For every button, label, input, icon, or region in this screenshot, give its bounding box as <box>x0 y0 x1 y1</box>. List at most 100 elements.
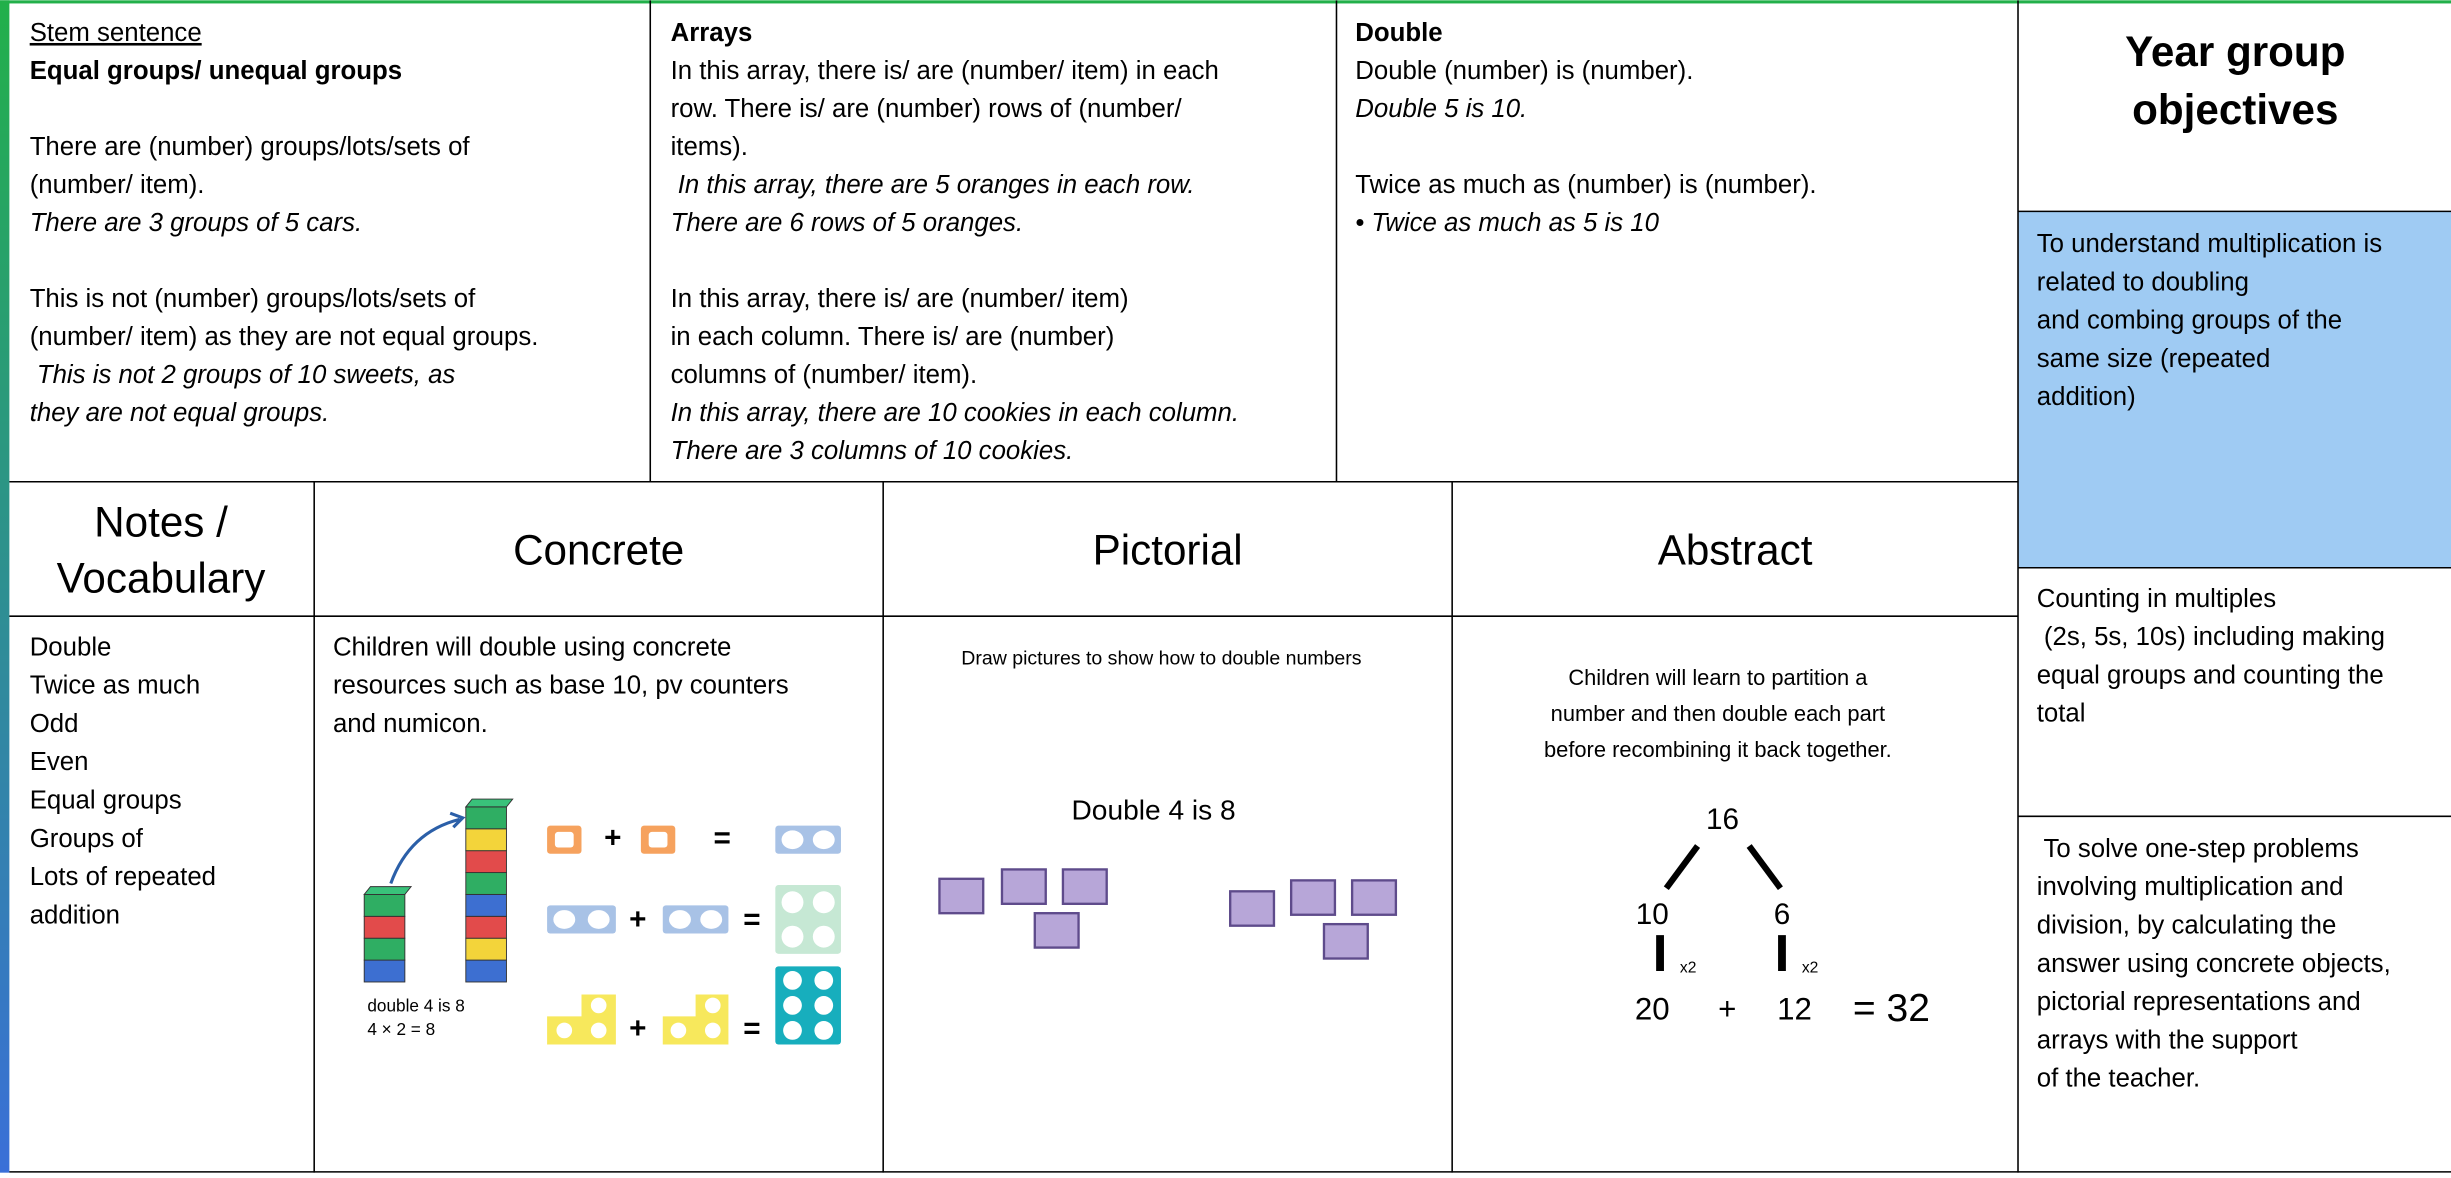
block-line: columns of (number/ item). <box>671 361 978 389</box>
cube <box>363 893 406 917</box>
cube <box>465 893 507 917</box>
numicon-hole <box>783 1021 802 1040</box>
objective-line: answer using concrete objects, <box>2037 950 2391 978</box>
objective-line: To understand multiplication is <box>2037 230 2382 258</box>
cube-label: double 4 is 8 <box>367 996 464 1016</box>
numicon-hole <box>669 910 691 929</box>
objective-line: involving multiplication and <box>2037 873 2344 901</box>
square <box>1289 879 1337 916</box>
cube <box>465 828 507 852</box>
cube <box>363 915 406 939</box>
numicon-hole <box>554 831 574 848</box>
numicon-hole <box>556 1022 573 1039</box>
concrete-line: Children will double using concrete <box>333 633 731 661</box>
numicon-illustration <box>547 825 841 1045</box>
numicon-hole <box>812 830 835 850</box>
numicon-hole <box>783 996 802 1015</box>
pictorial-title: Double 4 is 8 <box>1072 794 1236 825</box>
plus-sign: + <box>629 903 646 936</box>
cube-label: 4 × 2 = 8 <box>367 1019 435 1039</box>
numicon-hole <box>781 891 804 914</box>
block-heading: Stem sentence <box>30 19 202 47</box>
objective-line: division, by calculating the <box>2037 912 2337 940</box>
numicon-hole <box>590 997 607 1014</box>
block-line: There are 6 rows of 5 oranges. <box>671 209 1024 237</box>
pictorial-squares <box>938 868 1398 960</box>
vocabulary-item: Groups of <box>30 825 144 853</box>
cube <box>363 937 406 961</box>
equals-sign: = <box>713 822 730 855</box>
numicon-hole <box>587 910 610 929</box>
concrete-line: and numicon. <box>333 710 488 738</box>
numicon-hole <box>700 910 723 929</box>
numicon-hole <box>553 910 576 929</box>
cube <box>465 872 507 895</box>
tall-cube-stack <box>464 798 514 983</box>
objective-line: Counting in multiples <box>2037 585 2276 613</box>
branch <box>1663 844 1701 891</box>
equals-sign: = <box>743 903 760 936</box>
square <box>1033 912 1080 949</box>
square <box>1350 879 1398 916</box>
block-heading: Double <box>1355 19 1442 47</box>
tree-total: = 32 <box>1853 987 1930 1030</box>
block-line: Double 5 is 10. <box>1355 95 1527 123</box>
equals-sign: = <box>743 1012 760 1045</box>
objective-line: of the teacher. <box>2037 1065 2200 1093</box>
vocabulary-item: Equal groups <box>30 786 182 814</box>
plus-sign: + <box>604 822 621 855</box>
numicon-hole <box>648 831 668 848</box>
block-line: There are 3 columns of 10 cookies. <box>671 437 1074 465</box>
column-header: Concrete <box>513 527 684 574</box>
abstract-caption: Children will learn to partition a <box>1568 665 1868 690</box>
plus-sign: + <box>629 1012 646 1045</box>
block-line: This is not (number) groups/lots/sets of <box>30 285 476 313</box>
tree-multiplier: x2 <box>1680 960 1697 977</box>
left-edge <box>0 0 10 1173</box>
vocabulary-item: Twice as much <box>30 672 200 700</box>
numicon-hole <box>781 925 804 948</box>
square <box>1322 922 1369 960</box>
vocabulary-item: Lots of repeated <box>30 863 216 891</box>
partition-tree <box>1656 844 1786 972</box>
short-cube-stack <box>363 886 413 983</box>
pictorial-caption: Draw pictures to show how to double numb… <box>961 648 1362 670</box>
numicon-hole <box>704 1022 721 1039</box>
objective-line: equal groups and counting the <box>2037 661 2384 689</box>
top-edge <box>0 0 2451 4</box>
block-line: In this array, there are 5 oranges in ea… <box>671 171 1195 199</box>
objective-line: same size (repeated <box>2037 345 2271 373</box>
abstract-caption: before recombining it back together. <box>1544 737 1892 762</box>
objective-line: To solve one-step problems <box>2037 835 2359 863</box>
texts: Stem sentence Equal groups/ unequal group… <box>30 19 2391 1093</box>
tree-part: 10 <box>1636 898 1669 931</box>
column-header: Abstract <box>1658 527 1813 574</box>
block-line: Double (number) is (number). <box>1355 57 1693 85</box>
vocabulary-item: addition <box>30 901 120 929</box>
objective-highlight <box>2018 211 2451 568</box>
tree-plus: + <box>1718 991 1736 1026</box>
branch <box>1746 844 1783 891</box>
vocabulary-item: Odd <box>30 710 79 738</box>
cube-top <box>363 886 413 895</box>
column-header: Pictorial <box>1093 527 1243 574</box>
square <box>938 877 985 915</box>
numicon-hole <box>590 1022 607 1039</box>
block-line: In this array, there is/ are (number/ it… <box>671 57 1219 85</box>
tree-multiplier: x2 <box>1802 960 1819 977</box>
cube <box>465 959 507 983</box>
block-line: In this array, there is/ are (number/ it… <box>671 285 1129 313</box>
concrete-line: resources such as base 10, pv counters <box>333 672 789 700</box>
tree-part: 6 <box>1774 898 1791 931</box>
objective-line: and combing groups of the <box>2037 307 2342 335</box>
numicon-hole <box>670 1022 687 1039</box>
block-line: This is not 2 groups of 10 sweets, as <box>30 361 456 389</box>
tree-result: 12 <box>1777 991 1812 1026</box>
block-subheading: Equal groups/ unequal groups <box>30 57 402 85</box>
objectives-title: Year group <box>2125 28 2345 75</box>
cube <box>465 850 507 874</box>
objective-line: pictorial representations and <box>2037 988 2361 1016</box>
numicon-hole <box>812 891 835 914</box>
